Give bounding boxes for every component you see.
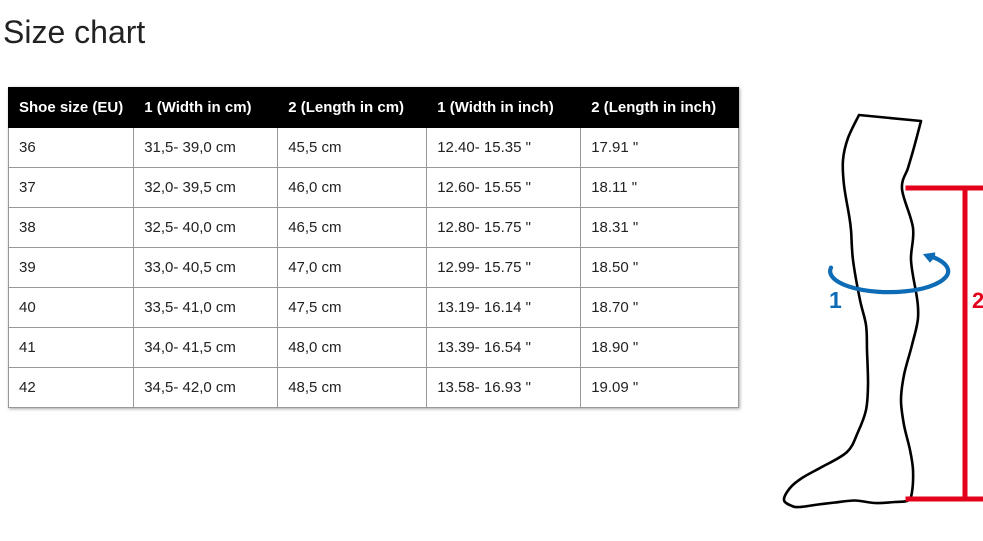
svg-text:1: 1: [829, 287, 842, 313]
svg-text:2: 2: [972, 288, 983, 313]
